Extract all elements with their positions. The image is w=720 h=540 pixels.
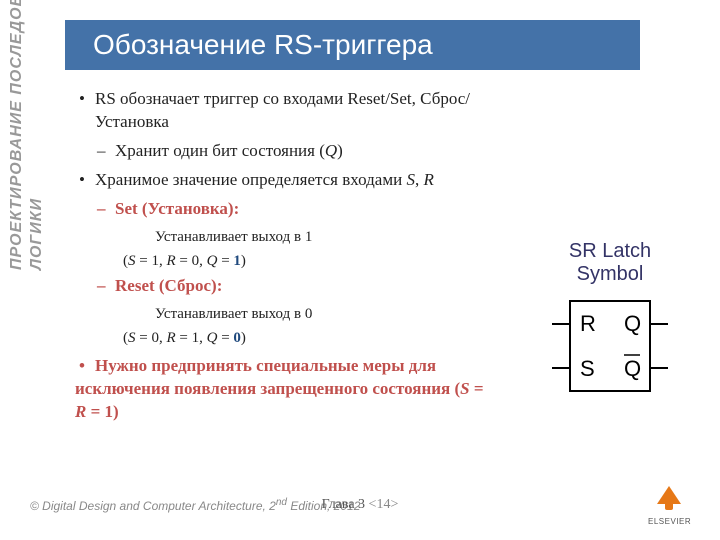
sidebar-text-2: ЛОГИКИ: [28, 198, 46, 270]
reset-label: Reset (Сброс):: [75, 275, 495, 298]
reset-desc: Устанавливает выход в 0: [75, 304, 495, 324]
label-s: S: [580, 356, 595, 381]
t: S: [460, 379, 469, 398]
t: SR Latch: [569, 240, 651, 262]
latch-symbol: R S Q Q: [560, 296, 660, 396]
var-r: R: [423, 170, 433, 189]
t: =: [217, 330, 233, 346]
t: =: [217, 253, 233, 269]
val-1: 1: [233, 253, 241, 269]
set-desc: Устанавливает выход в 1: [75, 227, 495, 247]
var-q: Q: [325, 141, 337, 160]
footer: © Digital Design and Computer Architectu…: [30, 484, 690, 526]
val-0: 0: [233, 330, 241, 346]
t: 2: [266, 499, 276, 513]
slide-title: Обозначение RS-триггера: [93, 29, 433, 61]
t: = 1,: [136, 253, 167, 269]
t: © Digital Design and Computer Architectu…: [30, 499, 266, 513]
sr-latch-diagram: SR Latch Symbol R S Q Q: [530, 240, 690, 396]
t: S: [128, 330, 136, 346]
latch-svg: R S Q Q: [540, 296, 680, 406]
logo-figure-icon: [665, 498, 673, 510]
set-label: Set (Установка):: [75, 198, 495, 221]
label-qbar: Q: [624, 356, 641, 381]
t: R: [166, 330, 175, 346]
t: ): [241, 253, 246, 269]
t: Q: [207, 253, 218, 269]
footer-center: Глава 3 <14>: [322, 497, 399, 513]
t: R: [75, 402, 86, 421]
t: = 1): [86, 402, 118, 421]
set-eq: (S = 1, R = 0, Q = 1): [75, 251, 495, 271]
diagram-title: SR Latch Symbol: [530, 240, 690, 286]
label-r: R: [580, 311, 596, 336]
t: ): [241, 330, 246, 346]
t: = 0,: [136, 330, 167, 346]
elsevier-logo: ELSEVIER: [648, 484, 690, 526]
t: S: [128, 253, 136, 269]
logo-text: ELSEVIER: [648, 517, 690, 526]
text: Хранимое значение определяется входами: [95, 170, 406, 189]
t: Symbol: [577, 263, 644, 285]
title-bar: Обозначение RS-триггера: [65, 20, 640, 70]
bullet-2: Хранимое значение определяется входами S…: [75, 169, 495, 192]
text: ): [337, 141, 343, 160]
t: nd: [276, 497, 287, 508]
text: Хранит один бит состояния (: [115, 141, 325, 160]
t: исключения появления запрещенного состоя…: [75, 379, 460, 398]
page-num: <14>: [369, 497, 399, 512]
t: R: [166, 253, 175, 269]
t: Глава 3: [322, 497, 369, 512]
slide-content: RS обозначает триггер со входами Reset/S…: [75, 88, 495, 423]
warning-line2: исключения появления запрещенного состоя…: [75, 378, 495, 424]
var-s: S: [406, 170, 415, 189]
warning-line1: Нужно предпринять специальные меры для: [75, 355, 495, 378]
bullet-1-sub: Хранит один бит состояния (Q): [75, 140, 495, 163]
sidebar-text-1: ПРОЕКТИРОВАНИЕ ПОСЛЕДОВАТЕЛЬНОСТНОЙ: [8, 0, 26, 270]
t: =: [470, 379, 484, 398]
t: = 1,: [176, 330, 207, 346]
reset-eq: (S = 0, R = 1, Q = 0): [75, 328, 495, 348]
t: Q: [207, 330, 218, 346]
slide: ПРОЕКТИРОВАНИЕ ПОСЛЕДОВАТЕЛЬНОСТНОЙ ЛОГИ…: [0, 0, 720, 540]
footer-left: © Digital Design and Computer Architectu…: [30, 497, 360, 513]
bullet-1: RS обозначает триггер со входами Reset/S…: [75, 88, 495, 134]
t: = 0,: [176, 253, 207, 269]
label-q: Q: [624, 311, 641, 336]
